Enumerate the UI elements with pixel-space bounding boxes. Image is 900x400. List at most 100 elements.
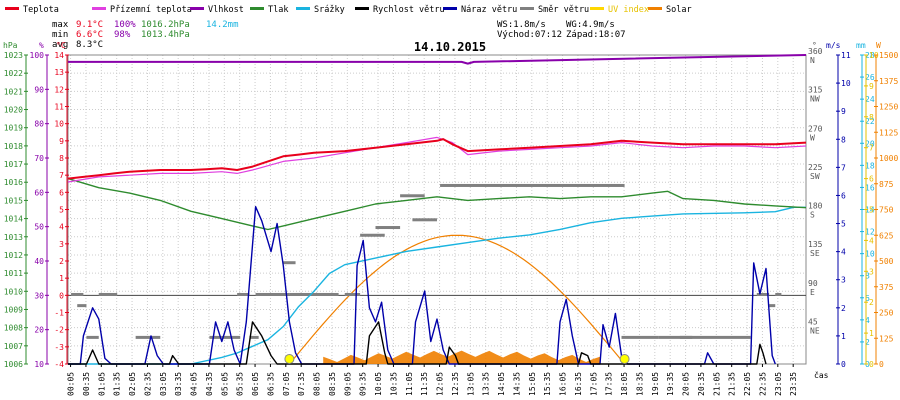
temperature-tick-label: 3 bbox=[59, 240, 64, 249]
wind-direction-segment bbox=[375, 226, 401, 230]
wind-tick-label: 0 bbox=[841, 360, 846, 369]
pressure-tick-label: 1022 bbox=[4, 69, 23, 78]
direction-tick-value: 135 bbox=[808, 240, 823, 249]
legend-swatch bbox=[443, 7, 457, 10]
wind-direction-segment bbox=[440, 183, 625, 187]
pressure-tick-label: 1018 bbox=[4, 142, 23, 151]
temperature-tick-label: 2 bbox=[59, 257, 64, 266]
axis-units: hPa % °C ° m/s mm W čas bbox=[3, 41, 881, 380]
legend-label: Solar bbox=[666, 5, 692, 15]
time-tick-label: 09:35 bbox=[359, 372, 368, 396]
series-temperature bbox=[67, 138, 807, 180]
temperature-tick-label: 10 bbox=[54, 120, 64, 129]
time-tick-label: 07:35 bbox=[297, 372, 306, 396]
time-tick-label: 20:05 bbox=[682, 372, 691, 396]
time-tick-label: 17:05 bbox=[589, 372, 598, 396]
direction-tick-value: 270 bbox=[808, 124, 823, 133]
direction-tick-letter: E bbox=[810, 288, 815, 297]
rain-tick-label: 28 bbox=[865, 51, 875, 60]
wind-direction-segment bbox=[209, 335, 222, 339]
legend-label: Směr větru bbox=[538, 5, 589, 15]
temperature-tick-label: 11 bbox=[54, 103, 64, 112]
wind-direction-segment bbox=[679, 335, 751, 339]
time-tick-label: 15:05 bbox=[528, 372, 537, 396]
time-tick-label: 21:35 bbox=[728, 372, 737, 396]
pressure-tick-label: 1021 bbox=[4, 87, 23, 96]
humidity-tick-label: 100 bbox=[30, 51, 45, 60]
stats-max-temp: 9.1°C bbox=[76, 20, 103, 30]
temperature-tick-label: 5 bbox=[59, 206, 64, 215]
pressure-tick-label: 1014 bbox=[4, 215, 23, 224]
time-tick-label: 07:05 bbox=[282, 372, 291, 396]
grid-lines bbox=[67, 54, 807, 365]
time-tick-label: 05:05 bbox=[220, 372, 229, 396]
legend-swatch bbox=[355, 7, 369, 10]
time-tick-label: 14:05 bbox=[497, 372, 506, 396]
temperature-tick-label: 6 bbox=[59, 188, 64, 197]
stats-avg-temp: 8.3°C bbox=[76, 40, 103, 50]
stats-max-hum: 100% bbox=[114, 20, 136, 30]
chart-title: 14.10.2015 bbox=[414, 40, 486, 54]
time-tick-label: 15:35 bbox=[543, 372, 552, 396]
unit-time: čas bbox=[814, 370, 829, 380]
temperature-tick-label: 13 bbox=[54, 68, 64, 77]
stats-block: max 9.1°C 100% 1016.2hPa 14.2mm min 6.6°… bbox=[52, 20, 626, 50]
solar-tick-label: 0 bbox=[879, 360, 884, 369]
wind-direction-segment bbox=[295, 292, 339, 296]
direction-tick-letter: SE bbox=[810, 249, 820, 258]
pressure-tick-label: 1023 bbox=[4, 51, 23, 60]
unit-dir: ° bbox=[812, 41, 817, 50]
stats-ws: WS:1.8m/s bbox=[497, 20, 546, 30]
temperature-tick-label: -4 bbox=[54, 360, 64, 369]
wind-tick-label: 11 bbox=[841, 51, 851, 60]
solar-tick-label: 1375 bbox=[879, 77, 898, 86]
axes: 1006100710081009101010111012101310141015… bbox=[4, 47, 899, 396]
solar-tick-label: 1500 bbox=[879, 51, 898, 60]
humidity-tick-label: 30 bbox=[34, 291, 44, 300]
time-tick-label: 02:05 bbox=[128, 372, 137, 396]
legend-swatch bbox=[296, 7, 310, 10]
pressure-tick-label: 1013 bbox=[4, 233, 23, 242]
uv-tick-label: 9 bbox=[869, 82, 874, 91]
solar-tick-label: 250 bbox=[879, 309, 894, 318]
wind-direction-segment bbox=[412, 218, 437, 222]
humidity-tick-label: 20 bbox=[34, 326, 44, 335]
stats-min-hum: 98% bbox=[114, 30, 131, 40]
series-solar bbox=[288, 234, 626, 365]
uv-tick-label: 5 bbox=[869, 206, 874, 215]
wind-direction-segment bbox=[71, 292, 84, 296]
humidity-tick-label: 40 bbox=[34, 257, 44, 266]
series-ground-temp bbox=[67, 136, 807, 183]
chart-legend: Teplota Přízemní teplota Vlhkost Tlak Srážky… bbox=[5, 5, 692, 15]
unit-pct: % bbox=[39, 41, 44, 50]
wind-tick-label: 10 bbox=[841, 79, 851, 88]
wind-tick-label: 5 bbox=[841, 220, 846, 229]
pressure-tick-label: 1016 bbox=[4, 178, 23, 187]
time-tick-label: 03:35 bbox=[174, 372, 183, 396]
wind-direction-segment bbox=[98, 292, 118, 296]
wind-direction-segment bbox=[237, 292, 250, 296]
rain-tick-label: 14 bbox=[865, 206, 875, 215]
temperature-tick-label: 0 bbox=[59, 291, 64, 300]
direction-tick-value: 360 bbox=[808, 47, 823, 56]
uv-tick-label: 1 bbox=[869, 329, 874, 338]
humidity-tick-label: 90 bbox=[34, 85, 44, 94]
time-tick-label: 11:35 bbox=[420, 372, 429, 396]
wind-tick-label: 7 bbox=[841, 163, 846, 172]
sun-marker bbox=[284, 354, 295, 364]
rain-tick-label: 20 bbox=[865, 139, 875, 148]
rain-tick-label: 6 bbox=[865, 294, 870, 303]
time-tick-label: 00:35 bbox=[82, 372, 91, 396]
time-tick-label: 13:35 bbox=[482, 372, 491, 396]
stats-min-temp: 6.6°C bbox=[76, 30, 103, 40]
solar-tick-label: 1250 bbox=[879, 103, 898, 112]
wind-direction-segment bbox=[360, 233, 385, 237]
temperature-tick-label: 12 bbox=[54, 85, 64, 94]
stats-sunrise: Východ:07:12 bbox=[497, 30, 562, 40]
temperature-tick-label: 7 bbox=[59, 171, 64, 180]
stats-min-label: min bbox=[52, 30, 68, 40]
legend-label: UV index bbox=[608, 5, 649, 15]
wind-direction-segment bbox=[621, 335, 659, 339]
stats-max-press: 1016.2hPa bbox=[141, 20, 190, 30]
time-tick-label: 22:05 bbox=[743, 372, 752, 396]
